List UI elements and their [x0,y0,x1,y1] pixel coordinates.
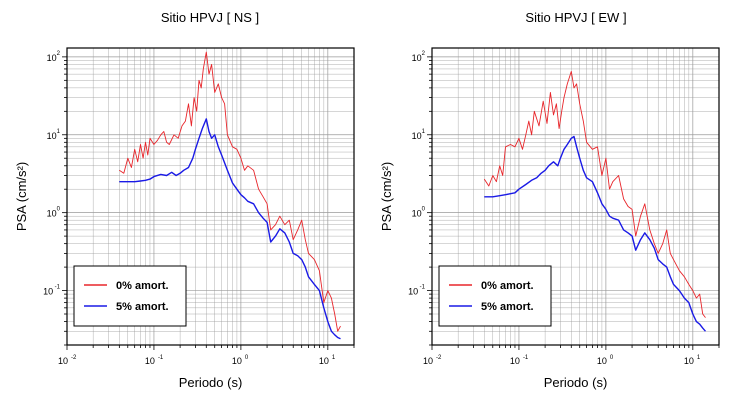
legend-label-2: 5% amort. [481,301,534,313]
y-axis-label: PSA (cm/s²) [379,162,394,231]
y-tick-exponent: 1 [57,129,61,135]
y-tick-exponent: 2 [422,51,426,57]
legend-box [73,265,187,327]
y-tick-exponent: 0 [57,207,61,213]
series-line-2 [119,118,341,340]
x-axis-label: Periodo (s) [179,375,243,390]
grid [66,48,355,346]
x-tick-exponent: 1 [332,355,336,361]
y-tick-exponent: 1 [422,129,426,135]
x-tick-exponent: -1 [523,355,529,361]
x-axis-label: Periodo (s) [544,375,608,390]
y-tick-label: 10 [412,209,422,219]
series-line-2 [484,135,707,332]
legend-label-2: 5% amort. [116,301,169,313]
legend: 0% amort. 5% amort. [73,265,187,327]
y-tick-exponent: -1 [420,285,426,291]
y-tick-label: 10 [47,209,57,219]
chart-title: Sitio HPVJ [ EW ] [525,10,626,25]
x-tick-exponent: 0 [610,355,614,361]
x-tick-exponent: -1 [158,355,164,361]
y-tick-label: 10 [47,131,57,141]
x-tick-exponent: -2 [436,355,442,361]
x-tick-label: 10 [597,356,607,366]
x-tick-exponent: 0 [245,355,249,361]
x-tick-label: 10 [145,356,155,366]
x-tick-label: 10 [319,356,329,366]
y-tick-label: 10 [43,287,53,297]
plot-frame [66,47,355,346]
legend-label-1: 0% amort. [116,280,169,292]
x-tick-label: 10 [58,356,68,366]
y-tick-label: 10 [412,131,422,141]
x-tick-exponent: 1 [697,355,701,361]
series-line-1 [119,51,341,332]
y-tick-label: 10 [408,287,418,297]
y-tick-exponent: 0 [422,207,426,213]
y-tick-exponent: -1 [55,285,61,291]
chart-title: Sitio HPVJ [ NS ] [161,10,259,25]
legend-box [438,265,552,327]
legend-label-1: 0% amort. [481,280,534,292]
y-tick-label: 10 [47,53,57,63]
y-axis-label: PSA (cm/s²) [14,162,29,231]
x-tick-label: 10 [510,356,520,366]
plot-frame [431,47,720,346]
legend: 0% amort. 5% amort. [438,265,552,327]
x-tick-label: 10 [232,356,242,366]
x-tick-label: 10 [423,356,433,366]
x-tick-label: 10 [684,356,694,366]
y-tick-exponent: 2 [57,51,61,57]
y-tick-label: 10 [412,53,422,63]
x-tick-exponent: -2 [71,355,77,361]
series-line-1 [483,70,706,318]
